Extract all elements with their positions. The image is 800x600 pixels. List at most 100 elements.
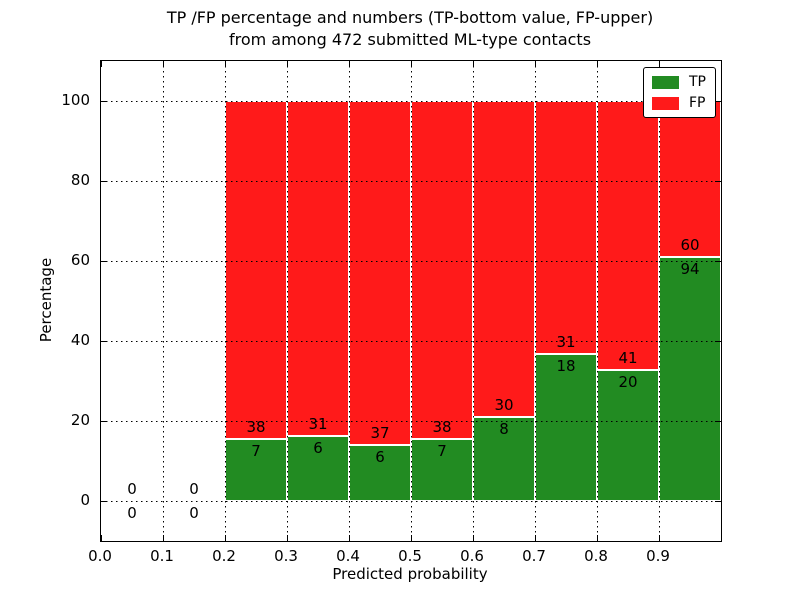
- chart-title-line2: from among 472 submitted ML-type contact…: [228, 30, 592, 49]
- x-tick-mark: [535, 535, 536, 541]
- chart-title: TP /FP percentage and numbers (TP-bottom…: [100, 7, 720, 51]
- tp-count-label: 0: [127, 504, 137, 522]
- bar-segment-tp: [225, 438, 287, 501]
- y-tick-mark: [101, 181, 107, 182]
- tp-color-swatch: [652, 75, 679, 89]
- tp-count-label: 20: [618, 372, 638, 391]
- fp-count-label: 60: [680, 235, 700, 254]
- legend-label-fp: FP: [689, 95, 706, 111]
- v-gridline: [597, 61, 598, 541]
- x-tick-mark: [225, 535, 226, 541]
- bar-segment-tp: [535, 354, 597, 501]
- y-tick-label: 80: [70, 171, 90, 189]
- legend-item-tp: TP: [652, 75, 706, 89]
- y-tick-mark: [715, 501, 721, 502]
- bar-segment-fp: [349, 101, 411, 446]
- bar-segment-fp: [287, 101, 349, 437]
- fp-count-label: 41: [618, 348, 638, 367]
- bar-segment-tp: [411, 438, 473, 501]
- y-tick-mark: [101, 421, 107, 422]
- y-tick-mark: [101, 101, 107, 102]
- x-tick-mark: [287, 535, 288, 541]
- bar-segment-fp: [473, 101, 535, 417]
- x-tick-mark: [473, 61, 474, 67]
- bar-segment-fp: [411, 101, 473, 439]
- y-tick-mark: [101, 261, 107, 262]
- y-tick-mark: [101, 341, 107, 342]
- v-gridline: [225, 61, 226, 541]
- tp-count-label: 7: [437, 441, 447, 460]
- bar-segment-fp: [659, 101, 721, 257]
- x-tick-label: 0.3: [274, 547, 298, 565]
- x-axis-label: Predicted probability: [332, 565, 488, 583]
- y-tick-mark: [715, 181, 721, 182]
- x-tick-mark: [597, 61, 598, 67]
- x-tick-label: 0.9: [646, 547, 670, 565]
- y-tick-label: 0: [80, 491, 90, 509]
- v-gridline: [163, 61, 164, 541]
- fp-count-label: 31: [556, 333, 576, 352]
- x-tick-mark: [659, 535, 660, 541]
- x-tick-mark: [101, 61, 102, 67]
- x-tick-mark: [411, 61, 412, 67]
- legend-item-fp: FP: [652, 96, 706, 110]
- bar-segment-tp: [597, 369, 659, 501]
- x-tick-label: 0.4: [336, 547, 360, 565]
- y-tick-mark: [715, 421, 721, 422]
- v-gridline: [411, 61, 412, 541]
- x-tick-mark: [349, 535, 350, 541]
- bar-segment-fp: [225, 101, 287, 439]
- y-tick-label: 40: [70, 331, 90, 349]
- x-tick-label: 0.0: [88, 547, 112, 565]
- fp-count-label: 38: [246, 417, 266, 436]
- x-tick-label: 0.5: [398, 547, 422, 565]
- fp-count-label: 37: [370, 424, 390, 443]
- tp-count-label: 94: [680, 259, 700, 278]
- y-tick-label: 60: [70, 251, 90, 269]
- v-gridline: [659, 61, 660, 541]
- legend: TP FP: [643, 67, 716, 118]
- legend-label-tp: TP: [689, 74, 706, 90]
- x-tick-label: 0.1: [150, 547, 174, 565]
- x-tick-mark: [225, 61, 226, 67]
- fp-count-label: 30: [494, 395, 514, 414]
- x-tick-mark: [411, 535, 412, 541]
- y-tick-mark: [101, 501, 107, 502]
- y-axis-label: Percentage: [37, 257, 55, 343]
- x-tick-mark: [659, 61, 660, 67]
- x-tick-mark: [287, 61, 288, 67]
- fp-count-label: 0: [127, 480, 137, 498]
- x-tick-label: 0.6: [460, 547, 484, 565]
- x-tick-mark: [473, 535, 474, 541]
- x-tick-mark: [163, 535, 164, 541]
- bar-segment-tp: [659, 256, 721, 501]
- x-tick-mark: [163, 61, 164, 67]
- fp-count-label: 31: [308, 415, 328, 434]
- plot-area: TP FP 0 0 0 0 38 7 31 6 37 6 38 7 30 8 31 18 41 20 60 94: [100, 60, 722, 542]
- v-gridline: [349, 61, 350, 541]
- x-tick-mark: [349, 61, 350, 67]
- x-tick-mark: [597, 535, 598, 541]
- x-tick-mark: [101, 535, 102, 541]
- chart-title-line1: TP /FP percentage and numbers (TP-bottom…: [166, 8, 654, 27]
- y-tick-mark: [715, 101, 721, 102]
- tp-count-label: 6: [313, 439, 323, 458]
- v-gridline: [473, 61, 474, 541]
- tp-count-label: 18: [556, 357, 576, 376]
- fp-count-label: 0: [189, 480, 199, 498]
- fp-color-swatch: [652, 96, 679, 110]
- x-tick-label: 0.8: [584, 547, 608, 565]
- y-tick-mark: [715, 261, 721, 262]
- y-tick-label: 100: [61, 91, 90, 109]
- v-gridline: [535, 61, 536, 541]
- tp-count-label: 8: [499, 419, 509, 438]
- v-gridline: [287, 61, 288, 541]
- tp-count-label: 6: [375, 448, 385, 467]
- x-tick-mark: [535, 61, 536, 67]
- x-tick-label: 0.2: [212, 547, 236, 565]
- tp-count-label: 7: [251, 441, 261, 460]
- tp-count-label: 0: [189, 504, 199, 522]
- bar-segment-fp: [597, 101, 659, 370]
- bar-segment-tp: [287, 436, 349, 501]
